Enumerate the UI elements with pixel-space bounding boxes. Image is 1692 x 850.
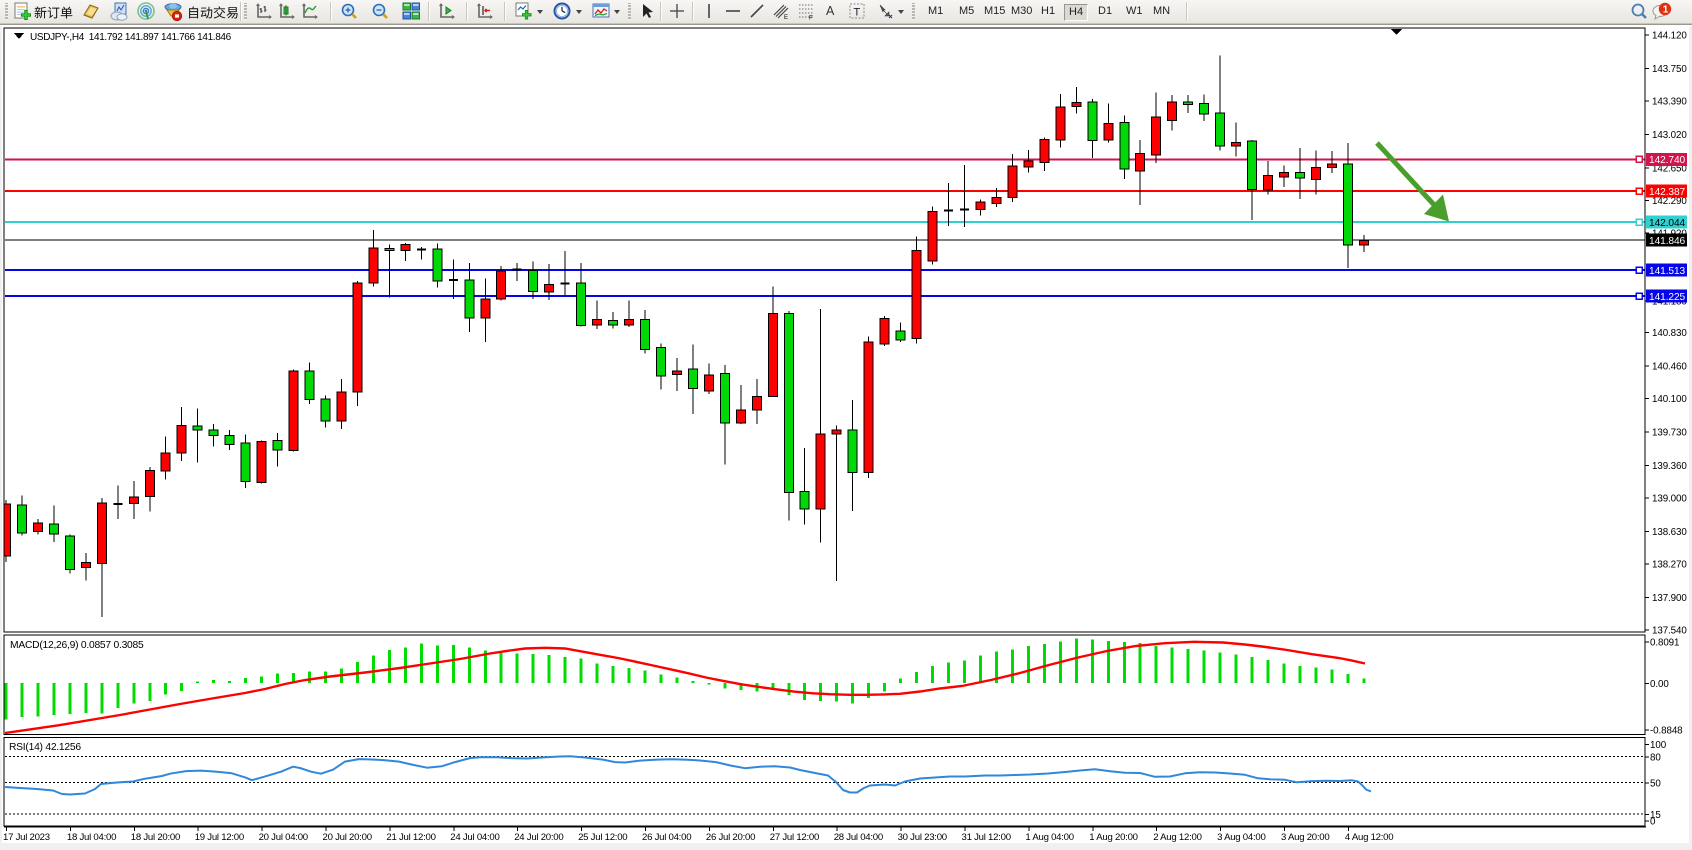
- svg-text:144.120: 144.120: [1652, 31, 1687, 42]
- svg-text:0.00: 0.00: [1650, 679, 1669, 690]
- svg-text:F: F: [809, 15, 813, 22]
- svg-text:27 Jul 12:00: 27 Jul 12:00: [770, 832, 819, 843]
- svg-text:139.000: 139.000: [1652, 493, 1687, 504]
- svg-text:T: T: [854, 7, 861, 19]
- svg-text:MACD(12,26,9) 0.0857 0.3085: MACD(12,26,9) 0.0857 0.3085: [10, 640, 144, 651]
- svg-text:1: 1: [1663, 5, 1669, 16]
- svg-text:142.387: 142.387: [1649, 187, 1686, 198]
- svg-text:139.360: 139.360: [1652, 461, 1687, 472]
- svg-text:-0.8848: -0.8848: [1650, 725, 1683, 736]
- svg-text:141.225: 141.225: [1649, 292, 1686, 303]
- svg-text:20 Jul 04:00: 20 Jul 04:00: [259, 832, 308, 843]
- svg-text:143.020: 143.020: [1652, 130, 1687, 141]
- svg-text:137.540: 137.540: [1652, 625, 1687, 636]
- svg-text:0.8091: 0.8091: [1650, 638, 1679, 649]
- svg-text:17 Jul 2023: 17 Jul 2023: [3, 832, 50, 843]
- svg-text:143.750: 143.750: [1652, 64, 1687, 75]
- svg-text:E: E: [784, 15, 788, 21]
- svg-text:4 Aug 12:00: 4 Aug 12:00: [1345, 832, 1393, 843]
- svg-text:15: 15: [1650, 810, 1661, 821]
- svg-text:24 Jul 20:00: 24 Jul 20:00: [514, 832, 563, 843]
- svg-text:142.290: 142.290: [1652, 196, 1687, 207]
- svg-text:RSI(14) 42.1256: RSI(14) 42.1256: [9, 742, 81, 753]
- svg-text:26 Jul 20:00: 26 Jul 20:00: [706, 832, 755, 843]
- svg-text:142.740: 142.740: [1649, 155, 1686, 166]
- svg-text:142.650: 142.650: [1652, 163, 1687, 174]
- svg-text:140.460: 140.460: [1652, 361, 1687, 372]
- svg-text:140.830: 140.830: [1652, 328, 1687, 339]
- svg-text:50: 50: [1650, 779, 1661, 790]
- svg-text:143.390: 143.390: [1652, 97, 1687, 108]
- svg-text:100: 100: [1650, 740, 1667, 751]
- svg-text:142.044: 142.044: [1649, 218, 1686, 229]
- svg-text:24 Jul 04:00: 24 Jul 04:00: [450, 832, 499, 843]
- svg-text:USDJPY-,H4 141.792 141.897 14: USDJPY-,H4 141.792 141.897 141.766 141.8…: [30, 32, 232, 43]
- svg-text:141.846: 141.846: [1649, 236, 1686, 247]
- svg-text:1 Aug 20:00: 1 Aug 20:00: [1089, 832, 1137, 843]
- svg-text:0: 0: [1650, 817, 1656, 828]
- svg-text:25 Jul 12:00: 25 Jul 12:00: [578, 832, 627, 843]
- svg-text:30 Jul 23:00: 30 Jul 23:00: [898, 832, 947, 843]
- svg-text:3 Aug 04:00: 3 Aug 04:00: [1217, 832, 1265, 843]
- svg-text:139.730: 139.730: [1652, 427, 1687, 438]
- svg-text:18 Jul 04:00: 18 Jul 04:00: [67, 832, 116, 843]
- svg-text:1 Aug 04:00: 1 Aug 04:00: [1025, 832, 1073, 843]
- svg-text:141.513: 141.513: [1649, 266, 1686, 277]
- svg-text:138.630: 138.630: [1652, 527, 1687, 538]
- svg-text:2 Aug 12:00: 2 Aug 12:00: [1153, 832, 1201, 843]
- svg-text:3 Aug 20:00: 3 Aug 20:00: [1281, 832, 1329, 843]
- svg-text:138.270: 138.270: [1652, 559, 1687, 570]
- svg-text:137.900: 137.900: [1652, 593, 1687, 604]
- svg-text:140.100: 140.100: [1652, 394, 1687, 405]
- svg-text:21 Jul 12:00: 21 Jul 12:00: [386, 832, 435, 843]
- svg-text:80: 80: [1650, 752, 1661, 763]
- svg-text:19 Jul 12:00: 19 Jul 12:00: [195, 832, 244, 843]
- svg-text:26 Jul 04:00: 26 Jul 04:00: [642, 832, 691, 843]
- svg-text:20 Jul 20:00: 20 Jul 20:00: [323, 832, 372, 843]
- svg-text:18 Jul 20:00: 18 Jul 20:00: [131, 832, 180, 843]
- svg-text:28 Jul 04:00: 28 Jul 04:00: [834, 832, 883, 843]
- svg-text:31 Jul 12:00: 31 Jul 12:00: [962, 832, 1011, 843]
